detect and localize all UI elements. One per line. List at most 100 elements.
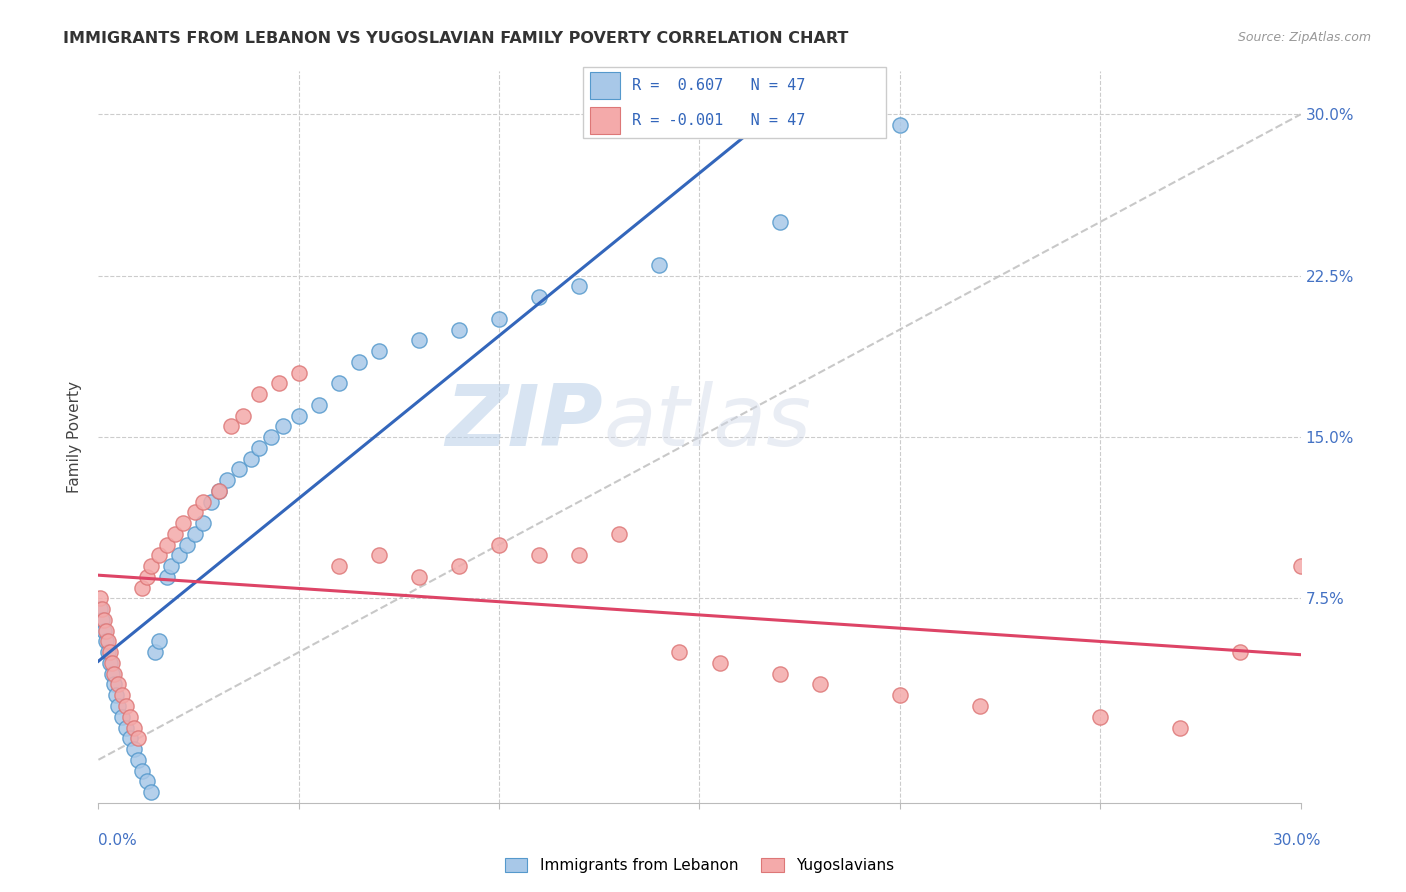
Point (115, 721, 138, 735)
Point (139, 559, 162, 574)
Point (131, 581, 153, 595)
Point (808, 677, 831, 691)
Point (100, 645, 122, 659)
Point (183, 527, 205, 541)
Point (447, 559, 470, 574)
Point (328, 376, 350, 391)
Point (219, 419, 242, 434)
Point (308, 398, 330, 412)
Point (159, 559, 181, 574)
Point (124, 721, 146, 735)
Text: 30.0%: 30.0% (1274, 833, 1322, 847)
Point (208, 483, 231, 498)
Point (239, 451, 262, 466)
Point (167, 549, 190, 563)
Point (969, 698, 991, 713)
Point (163, 527, 186, 541)
Point (155, 538, 177, 552)
Point (97, 645, 120, 659)
Point (769, 215, 792, 229)
Point (488, 538, 510, 552)
Point (889, 688, 911, 702)
Point (148, 549, 170, 563)
Point (408, 570, 430, 584)
Point (100, 656, 122, 670)
Text: IMMIGRANTS FROM LEBANON VS YUGOSLAVIAN FAMILY POVERTY CORRELATION CHART: IMMIGRANTS FROM LEBANON VS YUGOSLAVIAN F… (63, 31, 849, 46)
Point (120, 731, 142, 746)
Point (172, 516, 194, 530)
Point (111, 688, 134, 702)
Point (124, 742, 146, 756)
Text: Source: ZipAtlas.com: Source: ZipAtlas.com (1237, 31, 1371, 45)
Point (148, 634, 170, 648)
Point (609, 527, 631, 541)
Point (288, 409, 311, 423)
Point (139, 785, 162, 799)
Point (1170, 721, 1192, 735)
Point (135, 570, 157, 584)
Point (1289, 559, 1312, 574)
Point (111, 710, 134, 724)
Point (176, 538, 198, 552)
Point (107, 698, 129, 713)
Point (271, 419, 294, 434)
Point (128, 731, 150, 746)
Point (96, 624, 118, 638)
Legend: Immigrants from Lebanon, Yugoslavians: Immigrants from Lebanon, Yugoslavians (499, 852, 900, 880)
Point (267, 376, 290, 391)
Point (208, 483, 231, 498)
Point (103, 677, 125, 691)
Point (215, 473, 238, 487)
Point (93, 624, 115, 638)
Point (648, 258, 671, 272)
Point (447, 322, 470, 336)
Point (105, 688, 128, 702)
Point (191, 516, 214, 530)
Point (155, 570, 177, 584)
Point (200, 494, 222, 508)
Point (568, 549, 591, 563)
Point (89, 602, 111, 616)
Bar (589, 72, 620, 99)
Point (247, 441, 270, 455)
Point (247, 387, 270, 401)
Point (288, 366, 311, 380)
Point (769, 666, 792, 681)
Point (115, 698, 138, 713)
Text: atlas: atlas (603, 381, 811, 464)
Point (368, 549, 391, 563)
Point (107, 677, 129, 691)
Bar (589, 107, 620, 134)
Point (120, 710, 142, 724)
Point (1229, 645, 1251, 659)
Point (529, 549, 551, 563)
Point (135, 774, 157, 789)
Point (260, 430, 283, 444)
Point (347, 355, 370, 369)
Point (97, 634, 120, 648)
Point (709, 656, 731, 670)
Point (328, 559, 350, 574)
Text: R =  0.607   N = 47: R = 0.607 N = 47 (631, 78, 806, 93)
Point (143, 645, 166, 659)
Point (568, 279, 591, 293)
Point (668, 645, 690, 659)
Point (101, 666, 124, 681)
Text: R = -0.001   N = 47: R = -0.001 N = 47 (631, 113, 806, 128)
Point (93, 613, 115, 627)
Point (91, 613, 114, 627)
Point (368, 344, 391, 359)
Point (191, 494, 214, 508)
Point (889, 118, 911, 132)
Text: ZIP: ZIP (446, 381, 603, 464)
Y-axis label: Family Poverty: Family Poverty (67, 381, 83, 493)
Text: 0.0%: 0.0% (98, 833, 138, 847)
Point (232, 409, 254, 423)
Point (103, 666, 125, 681)
Point (96, 634, 118, 648)
Point (101, 656, 124, 670)
Point (228, 462, 250, 476)
Point (89, 591, 111, 606)
Point (131, 764, 153, 778)
Point (1088, 710, 1111, 724)
